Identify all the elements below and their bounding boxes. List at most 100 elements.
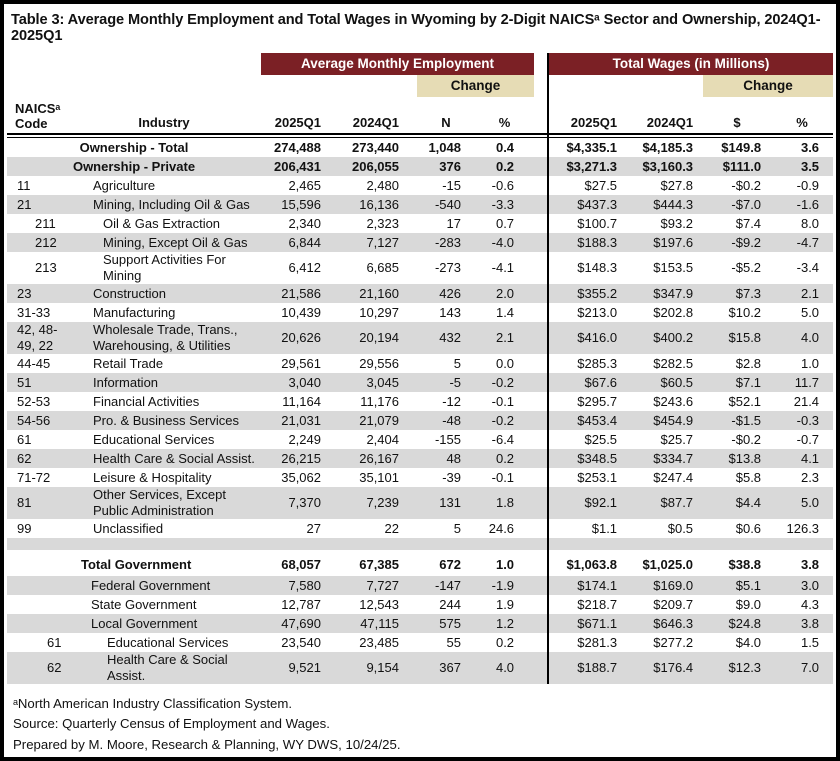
emp-2024q1-cell: 20,194 — [339, 322, 417, 354]
industry-cell: Ownership - Total — [79, 139, 189, 155]
table-row: 54-56 Pro. & Business Services 21,031 21,07… — [7, 411, 834, 430]
wage-2025q1-cell: $3,271.3 — [548, 157, 626, 176]
table-row: 99 Unclassified 27 22 5 24.6 $1.1 $0.5 $0.6 126.3 — [7, 519, 833, 538]
wage-change-pct-cell: 1.0 — [800, 355, 820, 371]
emp-2024q1-cell: 7,127 — [339, 233, 417, 252]
table-row: Ownership - Private 206,431 206,055 376 0.2 $… — [7, 157, 834, 176]
table-row: 212 Mining, Except Oil & Gas 6,844 7,127 -28… — [7, 233, 834, 252]
cell-divider — [534, 303, 550, 322]
cell-divider — [534, 392, 550, 411]
code-cell: 51 — [7, 373, 67, 392]
industry-cell: Unclassified — [93, 520, 164, 536]
industry-cell: Pro. & Business Services — [67, 411, 261, 430]
wage-2024q1-cell: $87.7 — [625, 487, 704, 519]
wage-change-pct-cell: 1.5 — [800, 634, 820, 650]
cell-divider — [534, 430, 550, 449]
emp-2025q1-cell: 206,431 — [261, 157, 339, 176]
wage-change-dollars-cell: -$5.2 — [731, 260, 762, 275]
wage-2025q1-cell: $253.1 — [577, 469, 618, 485]
footnote-prepared: Prepared by M. Moore, Research & Plannin… — [13, 736, 401, 752]
emp-2024q1-cell: 206,055 — [339, 157, 417, 176]
emp-change-n-cell: 575 — [417, 614, 475, 633]
cell-divider — [534, 322, 550, 354]
emp-change-n-cell: 244 — [439, 596, 461, 612]
col-header-wage-2024q1: 2024Q1 — [646, 115, 694, 130]
wage-change-pct-cell: -4.7 — [771, 233, 834, 252]
wage-2024q1-cell: $176.4 — [625, 652, 704, 684]
table-row: 44-45 Retail Trade 29,561 29,556 5 0.0 $285.3 $… — [7, 354, 833, 373]
wage-2025q1-cell: $348.5 — [548, 449, 626, 468]
emp-change-n-cell: 376 — [417, 157, 475, 176]
wage-change-pct-cell: 4.3 — [800, 596, 820, 612]
wage-2024q1-cell: $202.8 — [653, 304, 694, 320]
cell-divider — [534, 487, 550, 519]
emp-change-n-cell: 426 — [417, 284, 475, 303]
emp-change-n-cell: 1,048 — [428, 139, 461, 155]
table-row: 81 Other Services, Except Public Administ… — [7, 487, 834, 519]
industry-cell: Ownership - Private — [7, 157, 261, 176]
industry-cell: Other Services, Except Public Administra… — [67, 487, 261, 519]
code-cell: 54-56 — [7, 411, 67, 430]
cell-divider — [534, 550, 550, 576]
emp-change-n-cell: 672 — [439, 557, 461, 572]
wage-change-dollars-cell: $4.4 — [703, 487, 772, 519]
emp-change-pct-cell: -0.6 — [491, 177, 515, 193]
emp-2024q1-cell: 273,440 — [352, 139, 399, 155]
code-cell: 31-33 — [17, 304, 51, 320]
industry-cell: Health Care & Social Assist. — [67, 652, 261, 684]
wage-change-pct-cell: 5.0 — [800, 304, 820, 320]
col-header-wage-pct: % — [796, 115, 808, 130]
table-row: Total Government 68,057 67,385 672 1.0 $1,063… — [7, 550, 833, 576]
emp-2025q1-cell: 68,057 — [281, 557, 321, 572]
emp-change-n-cell: 131 — [417, 487, 475, 519]
col-header-wage-dollars: $ — [733, 115, 741, 130]
wage-2024q1-cell: $0.5 — [667, 520, 694, 536]
code-cell: 212 — [7, 233, 67, 252]
emp-change-n-cell: -5 — [417, 373, 475, 392]
emp-2024q1-cell: 11,176 — [360, 393, 399, 409]
emp-change-pct-cell: 0.2 — [475, 449, 535, 468]
wage-2024q1-cell: $334.7 — [625, 449, 704, 468]
code-cell: 42, 48-49, 22 — [7, 322, 67, 354]
industry-cell: Information — [67, 373, 261, 392]
industry-cell: Agriculture — [93, 177, 156, 193]
col-header-wage-2025q1: 2025Q1 — [570, 115, 618, 130]
emp-change-n-cell: 5 — [453, 355, 461, 371]
emp-change-n-cell: -283 — [417, 233, 475, 252]
col-header-emp-2025q1: 2025Q1 — [274, 115, 321, 130]
table-row: 42, 48-49, 22 Wholesale Trade, Trans., Wa… — [7, 322, 834, 354]
industry-cell: Local Government — [7, 614, 261, 633]
emp-2024q1-cell: 21,160 — [339, 284, 417, 303]
table-row: Federal Government 7,580 7,727 -147 -1.9 $174… — [7, 576, 834, 595]
emp-2024q1-cell: 67,385 — [359, 557, 399, 572]
wage-change-dollars-cell: $10.2 — [728, 304, 762, 320]
code-cell: 211 — [35, 215, 56, 231]
wage-2024q1-cell: $454.9 — [625, 411, 704, 430]
emp-2024q1-cell: 35,101 — [359, 469, 399, 485]
emp-change-pct-cell: 2.1 — [475, 322, 535, 354]
emp-2025q1-cell: 29,561 — [281, 355, 321, 371]
wage-2025q1-cell: $295.7 — [577, 393, 618, 409]
wage-change-dollars-cell: -$1.5 — [703, 411, 772, 430]
emp-change-pct-cell: 1.9 — [495, 596, 515, 612]
wage-change-pct-cell: 3.8 — [771, 614, 834, 633]
wage-change-dollars-cell: $4.0 — [735, 634, 762, 650]
industry-cell: Wholesale Trade, Trans., Warehousing, & … — [67, 322, 261, 354]
code-cell: 61 — [17, 431, 32, 447]
wage-2024q1-cell: $1,025.0 — [642, 557, 694, 572]
table-row: State Government 12,787 12,543 244 1.9 $218.7… — [7, 595, 833, 614]
wage-2025q1-cell: $213.0 — [577, 304, 618, 320]
wage-change-pct-cell: 3.0 — [771, 576, 834, 595]
wage-2024q1-cell: $347.9 — [625, 284, 704, 303]
cell-divider — [534, 538, 550, 550]
emp-change-n-cell: -15 — [442, 177, 461, 193]
industry-cell: State Government — [91, 596, 197, 612]
industry-cell: Federal Government — [7, 576, 261, 595]
wage-2024q1-cell: $243.6 — [653, 393, 694, 409]
emp-2025q1-cell: 10,439 — [281, 304, 321, 320]
emp-change-pct-cell: -4.1 — [491, 260, 515, 275]
wage-2024q1-cell: $444.3 — [625, 195, 704, 214]
table-row: Local Government 47,690 47,115 575 1.2 $671.1… — [7, 614, 834, 633]
wage-change-dollars-cell: $24.8 — [703, 614, 772, 633]
wage-2024q1-cell: $3,160.3 — [625, 157, 704, 176]
